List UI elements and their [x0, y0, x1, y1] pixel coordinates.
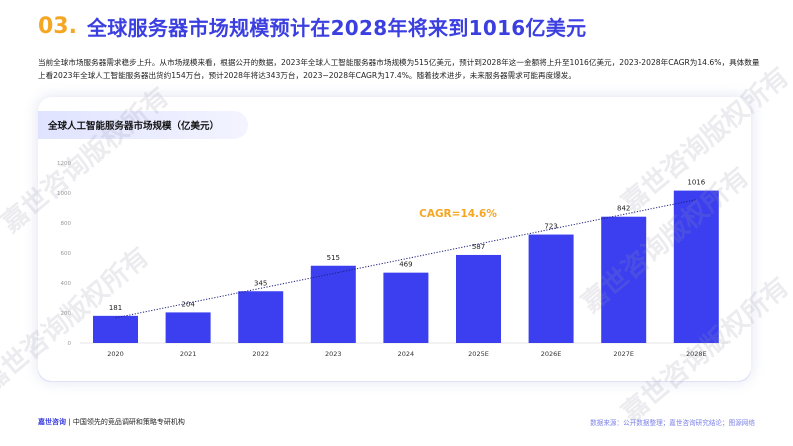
intro-paragraph: 当前全球市场服务器需求稳步上升。从市场规模来看，根据公开的数据，2023年全球人…: [38, 58, 760, 80]
data-label: 181: [109, 304, 122, 312]
y-tick-label: 400: [61, 281, 72, 287]
y-tick-label: 0: [68, 341, 72, 347]
data-label: 345: [254, 279, 267, 287]
data-label: 515: [327, 254, 340, 262]
bar: [528, 234, 574, 343]
x-tick-label: 2023: [325, 350, 342, 358]
bar: [383, 272, 429, 343]
data-label: 842: [617, 205, 630, 213]
data-label: 204: [181, 300, 195, 308]
data-label: 723: [544, 223, 557, 231]
footer-brand-line: 嘉世咨询 | 中国领先的竞品调研和策略专研机构: [38, 417, 185, 427]
bar: [673, 190, 719, 343]
y-tick-label: 1200: [57, 161, 71, 167]
footer-source: 数据来源：公开数据整理；嘉世咨询研究结论；图源网络: [590, 419, 755, 427]
bar: [238, 291, 284, 343]
chart-card-title: 全球人工智能服务器市场规模（亿美元）: [38, 111, 248, 139]
page-title: 全球服务器市场规模预计在2028年将来到1016亿美元: [86, 15, 587, 40]
data-label: 469: [399, 261, 412, 269]
bar: [456, 254, 501, 343]
x-tick-label: 2021: [180, 350, 197, 358]
data-label: 587: [472, 243, 485, 251]
data-label: 1016: [687, 179, 705, 187]
x-tick-label: 2020: [107, 350, 124, 358]
page-header: 03. 全球服务器市场规模预计在2028年将来到1016亿美元: [38, 10, 586, 42]
y-tick-label: 200: [61, 311, 72, 317]
x-tick-label: 2028E: [686, 350, 707, 358]
footer-brand: 嘉世咨询: [38, 418, 66, 426]
x-tick-label: 2027E: [613, 350, 634, 358]
bar: [93, 315, 138, 343]
footer-tagline: 中国领先的竞品调研和策略专研机构: [72, 418, 185, 426]
y-tick-label: 1000: [57, 191, 71, 197]
bar: [310, 265, 356, 343]
x-tick-label: 2025E: [468, 350, 489, 358]
trend-line: [115, 199, 697, 319]
x-tick-label: 2026E: [541, 350, 562, 358]
cagr-annotation: CAGR=14.6%: [419, 208, 497, 220]
bar: [601, 216, 647, 343]
bar: [165, 312, 211, 343]
y-tick-label: 800: [61, 221, 72, 227]
x-tick-label: 2024: [398, 350, 415, 358]
footer-separator: |: [68, 418, 73, 426]
section-number: 03.: [38, 13, 77, 39]
bar-chart: 0 200 400 600 800 1000 1200 181 2020 204 2021 345 20…: [57, 161, 728, 358]
y-tick-label: 600: [61, 251, 72, 257]
x-tick-label: 2022: [252, 350, 269, 358]
